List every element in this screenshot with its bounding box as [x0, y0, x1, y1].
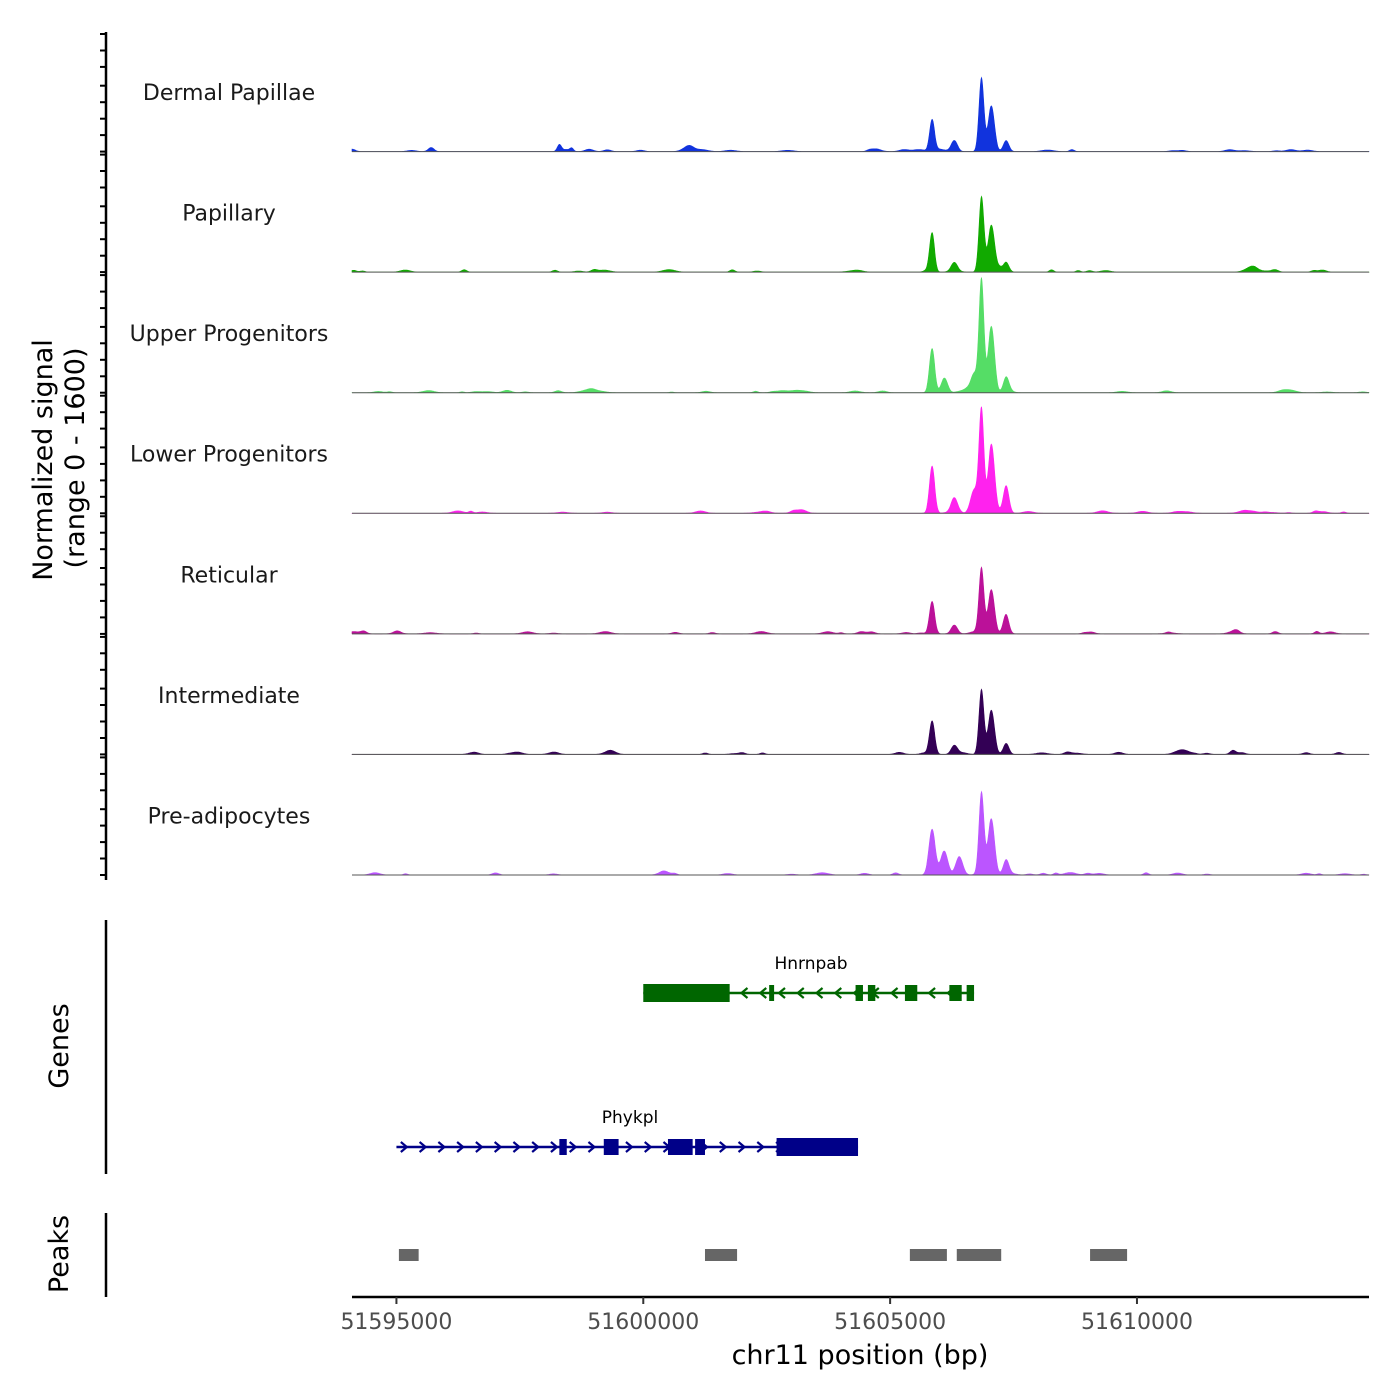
signal-range-label: (range 0 - 1600): [60, 348, 91, 569]
genes-axis-label: Genes: [44, 1003, 75, 1088]
strand-arrow: [493, 1141, 503, 1153]
signal-area: [351, 277, 1370, 394]
strand-arrow: [568, 1141, 578, 1153]
strand-arrow: [625, 1141, 634, 1153]
signal-area: [351, 76, 1370, 152]
gene-exon: [966, 985, 975, 1001]
peaks-axis-label: Peaks: [44, 1215, 75, 1293]
track-label: Intermediate: [158, 684, 300, 709]
signal-axis-ticks: [100, 33, 106, 876]
strand-arrow: [927, 987, 936, 999]
gene-exon: [867, 985, 876, 1001]
signal-area: [351, 195, 1370, 273]
gene-exon: [603, 1139, 619, 1155]
gene-exon: [667, 1139, 693, 1155]
x-tick-label: 51605000: [834, 1310, 946, 1335]
strand-arrow: [777, 987, 786, 999]
strand-arrow: [531, 1141, 540, 1153]
strand-arrow: [833, 987, 842, 999]
strand-arrow: [418, 1141, 428, 1153]
gene-phykpl: Phykpl: [396, 1108, 859, 1156]
track-label: Lower Progenitors: [130, 443, 328, 468]
strand-arrow: [512, 1141, 522, 1153]
strand-arrow: [739, 987, 749, 999]
strand-arrow: [475, 1141, 484, 1153]
strand-arrow: [719, 1141, 728, 1153]
gene-hnrnpab: Hnrnpab: [643, 954, 975, 1002]
strand-arrow: [758, 987, 767, 999]
strand-arrow: [456, 1141, 465, 1153]
signal-area: [351, 406, 1370, 514]
strand-arrow: [437, 1141, 447, 1153]
x-axis-ticks: 51595000 51600000 51605000 51610000: [340, 1297, 1193, 1335]
strand-arrow: [644, 1141, 653, 1153]
track-intermediate: Intermediate: [158, 684, 1370, 755]
track-dermal-papillae: Dermal Papillae: [143, 76, 1370, 153]
strand-arrow: [796, 987, 805, 999]
gene-label: Phykpl: [602, 1108, 658, 1128]
signal-axis-label: Normalized signal: [28, 339, 59, 581]
gene-exon: [904, 985, 918, 1001]
track-upper-progenitors: Upper Progenitors: [130, 277, 1370, 394]
x-axis-label: chr11 position (bp): [732, 1340, 989, 1371]
strand-arrow: [737, 1141, 747, 1153]
gene-exon: [643, 984, 730, 1002]
x-tick-label: 51600000: [587, 1310, 699, 1335]
gene-exon: [855, 985, 863, 1001]
strand-arrow: [756, 1141, 765, 1153]
gene-label: Hnrnpab: [774, 954, 847, 974]
signal-area: [351, 566, 1370, 635]
strand-arrow: [400, 1141, 409, 1153]
gene-annotations: Hnrnpab Phykpl: [396, 954, 975, 1156]
track-pre-adipocytes: Pre-adipocytes: [148, 790, 1370, 876]
strand-arrow: [814, 987, 824, 999]
peak-region: [909, 1249, 947, 1261]
gene-exon: [776, 1138, 859, 1156]
signal-axis: [100, 32, 108, 880]
peak-region: [398, 1249, 419, 1261]
strand-arrow: [889, 987, 899, 999]
track-label: Pre-adipocytes: [148, 804, 311, 829]
track-label: Papillary: [182, 202, 276, 227]
track-reticular: Reticular: [180, 563, 1370, 635]
signal-area: [352, 790, 1370, 876]
gene-exon: [695, 1139, 705, 1155]
peak-regions: [398, 1249, 1128, 1261]
track-lower-progenitors: Lower Progenitors: [130, 406, 1370, 514]
gene-exon: [769, 985, 775, 1001]
x-tick-label: 51595000: [340, 1310, 452, 1335]
peak-region: [1090, 1249, 1128, 1261]
track-papillary: Papillary: [182, 195, 1370, 273]
track-label: Upper Progenitors: [130, 322, 329, 347]
peak-region: [956, 1249, 1002, 1261]
signal-area: [351, 688, 1370, 755]
gene-exon: [949, 985, 962, 1001]
track-label: Dermal Papillae: [143, 81, 315, 106]
peak-region: [704, 1249, 738, 1261]
x-tick-label: 51610000: [1081, 1310, 1193, 1335]
strand-arrow: [587, 1141, 597, 1153]
gene-exon: [559, 1139, 567, 1155]
strand-arrow: [550, 1141, 559, 1153]
signal-tracks: Dermal Papillae Papillary Upper Progenitor…: [130, 76, 1370, 876]
track-label: Reticular: [180, 563, 278, 588]
